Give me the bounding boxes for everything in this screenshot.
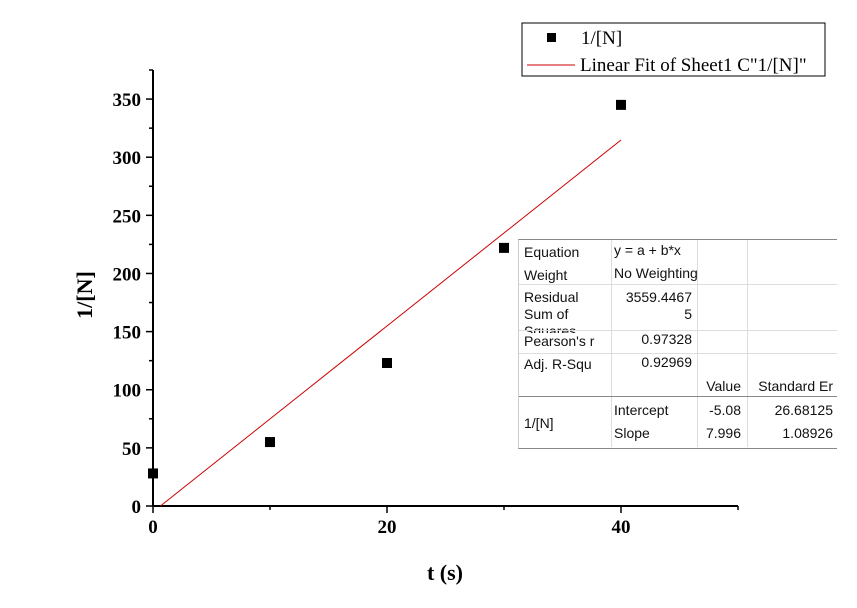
row-label: 1/[N]: [524, 415, 554, 431]
fit-line: [160, 139, 622, 507]
y-tick-label: 0: [132, 497, 142, 518]
y-tick-label: 250: [113, 206, 142, 227]
y-tick-label: 300: [113, 148, 142, 169]
slope-stderr: 1.08926: [782, 425, 833, 441]
intercept-stderr: 26.68125: [774, 402, 833, 418]
y-tick-label: 150: [113, 323, 142, 344]
rss-label-line2: Sum of: [524, 306, 569, 322]
rss-value-line1: 3559.4467: [625, 289, 692, 305]
stderr-header: Standard Er: [758, 378, 833, 394]
y-tick-label: 100: [113, 381, 142, 402]
legend: 1/[N] Linear Fit of Sheet1 C"1/[N]": [521, 22, 826, 77]
rss-label-clip: Residual Sum of Squares: [524, 323, 610, 333]
rss-label-line1: Residual: [524, 289, 579, 305]
data-point: [265, 437, 275, 448]
value-header: Value: [706, 378, 741, 394]
x-tick-label: 0: [148, 517, 158, 538]
data-point: [616, 99, 626, 110]
slope-label: Slope: [614, 425, 650, 441]
adjr-value: 0.92969: [641, 354, 692, 370]
y-axis-label: 1/[N]: [72, 271, 97, 319]
equation-value: y = a + b*x: [614, 242, 681, 258]
weight-label: Weight: [524, 267, 568, 283]
intercept-label: Intercept: [614, 402, 669, 418]
x-axis-label: t (s): [427, 560, 463, 585]
equation-label: Equation: [524, 244, 580, 260]
weight-value: No Weighting: [614, 265, 698, 281]
y-tick-label: 50: [122, 439, 141, 460]
intercept-value: -5.08: [709, 402, 741, 418]
y-tick-label: 200: [113, 264, 142, 285]
x-tick-label: 20: [378, 517, 397, 538]
rss-label-full: Residual Sum of Squares: [524, 323, 577, 333]
data-point: [148, 468, 158, 479]
legend-marker-square: [547, 33, 556, 42]
pearson-value: 0.97328: [641, 331, 692, 347]
y-tick-label: 350: [113, 90, 142, 111]
data-point: [499, 242, 509, 253]
legend-label-data: 1/[N]: [581, 28, 622, 49]
slope-value: 7.996: [705, 425, 741, 441]
rss-value-line2: 5: [684, 306, 692, 322]
adjr-label: Adj. R-Squ: [524, 356, 592, 372]
x-tick-label: 40: [612, 517, 631, 538]
fit-results-table: Equation y = a + b*x Weight No Weighting…: [518, 239, 837, 449]
pearson-label: Pearson's r: [524, 333, 595, 349]
legend-label-fit: Linear Fit of Sheet1 C"1/[N]": [580, 55, 807, 76]
data-point: [382, 357, 392, 368]
